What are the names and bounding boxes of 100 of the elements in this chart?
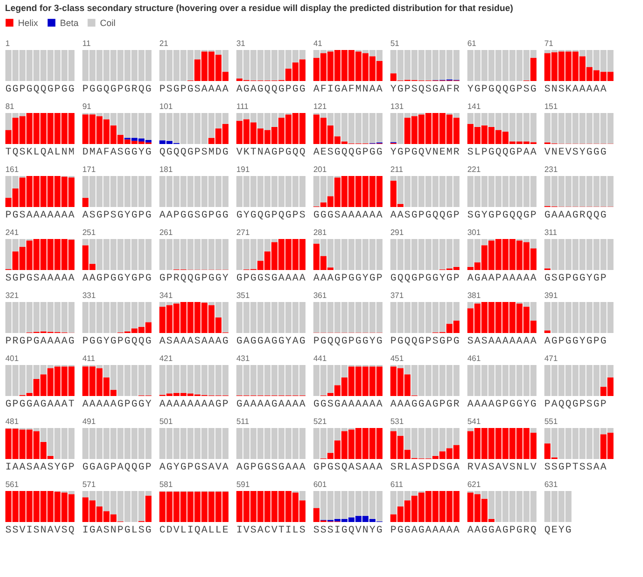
- text: 1: [5, 39, 10, 48]
- x-tick-label: A: [68, 210, 74, 222]
- x-tick-label: P: [278, 148, 284, 158]
- x-tick-label: A: [509, 336, 516, 348]
- x-tick-label: K: [26, 148, 32, 158]
- text: 221: [467, 165, 482, 174]
- legend-label: Coil: [100, 18, 116, 28]
- x-tick-label: Q: [124, 462, 130, 474]
- x-tick-label: G: [131, 210, 138, 222]
- x-tick-label: Q: [397, 274, 404, 284]
- x-tick-label: G: [397, 84, 404, 96]
- x-tick-label: A: [243, 400, 250, 410]
- x-tick-label: A: [404, 400, 410, 410]
- x-tick-label: A: [208, 336, 214, 348]
- x-tick-label: S: [26, 462, 32, 474]
- x-tick-label: P: [124, 400, 130, 410]
- x-tick-label: P: [138, 210, 144, 222]
- x-tick-label: Y: [145, 400, 152, 410]
- x-tick-label: Q: [411, 336, 418, 348]
- x-tick-label: G: [208, 274, 214, 284]
- x-tick-label: Q: [593, 210, 600, 222]
- x-tick-label: A: [173, 400, 180, 410]
- x-tick-label: G: [236, 274, 242, 284]
- x-tick-label: Q: [194, 526, 200, 536]
- x-tick-label: M: [355, 84, 362, 96]
- x-tick-label: A: [159, 462, 166, 474]
- x-tick-label: A: [208, 84, 214, 96]
- x-tick-label: A: [411, 526, 418, 536]
- x-tick-label: S: [579, 462, 586, 474]
- x-tick-label: M: [68, 148, 74, 158]
- x-tick-label: E: [222, 526, 228, 536]
- x-tick-label: Q: [264, 84, 270, 96]
- x-tick-label: G: [418, 336, 424, 348]
- x-tick-label: A: [467, 526, 474, 536]
- x-tick-label: P: [600, 400, 606, 410]
- x-tick-label: A: [236, 84, 242, 96]
- x-tick-label: Q: [516, 210, 522, 222]
- x-tick-label: V: [565, 148, 572, 158]
- x-tick-label: G: [369, 274, 376, 284]
- x-tick-label: A: [194, 400, 200, 410]
- x-tick-label: A: [61, 400, 68, 410]
- x-tick-label: L: [292, 526, 298, 536]
- x-tick-label: S: [425, 84, 432, 96]
- text: 111: [236, 102, 250, 111]
- x-tick-label: A: [481, 462, 488, 474]
- x-tick-label: A: [82, 274, 88, 284]
- x-tick-label: A: [502, 336, 508, 348]
- x-tick-label: G: [488, 84, 494, 96]
- x-tick-label: A: [250, 84, 256, 96]
- x-tick-label: G: [61, 462, 68, 474]
- x-tick-label: G: [397, 526, 404, 536]
- x-tick-label: A: [348, 400, 354, 410]
- x-tick-label: Y: [579, 148, 586, 158]
- x-tick-label: Q: [341, 148, 348, 158]
- x-tick-label: A: [19, 462, 26, 474]
- text: 411: [82, 354, 96, 363]
- x-tick-label: S: [586, 462, 592, 474]
- x-tick-label: G: [194, 462, 200, 474]
- x-tick-label: G: [124, 148, 130, 158]
- x-tick-label: S: [33, 526, 40, 536]
- x-tick-label: A: [292, 336, 298, 348]
- x-tick-label: A: [201, 84, 208, 96]
- x-tick-label: N: [257, 148, 264, 158]
- x-tick-label: Q: [404, 274, 410, 284]
- x-tick-label: G: [320, 400, 326, 410]
- x-tick-label: G: [47, 84, 54, 96]
- x-tick-label: A: [82, 210, 88, 222]
- x-tick-label: G: [327, 210, 334, 222]
- x-tick-label: G: [215, 210, 222, 222]
- x-tick-label: A: [432, 526, 438, 536]
- x-tick-label: P: [138, 274, 144, 284]
- x-tick-label: A: [558, 210, 564, 222]
- x-tick-label: G: [313, 210, 320, 222]
- x-tick-label: A: [236, 462, 242, 474]
- x-tick-label: G: [222, 336, 228, 348]
- x-tick-label: G: [271, 274, 278, 284]
- x-tick-label: G: [299, 336, 306, 348]
- x-tick-label: Q: [565, 400, 572, 410]
- x-tick-label: G: [187, 148, 194, 158]
- x-tick-label: A: [593, 84, 600, 96]
- x-tick-label: A: [40, 336, 46, 348]
- x-tick-label: G: [278, 336, 284, 348]
- x-tick-label: Y: [243, 210, 250, 222]
- text: 331: [82, 291, 96, 300]
- x-tick-label: P: [285, 84, 292, 96]
- x-tick-label: G: [544, 274, 550, 284]
- x-tick-label: G: [285, 210, 292, 222]
- x-tick-label: G: [26, 274, 32, 284]
- x-tick-label: G: [313, 462, 320, 474]
- x-tick-label: A: [96, 526, 102, 536]
- x-tick-label: F: [348, 84, 354, 96]
- text: 561: [5, 480, 20, 489]
- x-tick-label: A: [208, 462, 214, 474]
- x-tick-label: G: [488, 148, 494, 158]
- x-tick-label: A: [551, 210, 558, 222]
- x-tick-label: G: [145, 210, 152, 222]
- x-tick-label: S: [334, 210, 340, 222]
- x-tick-label: G: [509, 84, 516, 96]
- x-tick-label: V: [54, 526, 60, 536]
- x-tick-label: A: [117, 462, 124, 474]
